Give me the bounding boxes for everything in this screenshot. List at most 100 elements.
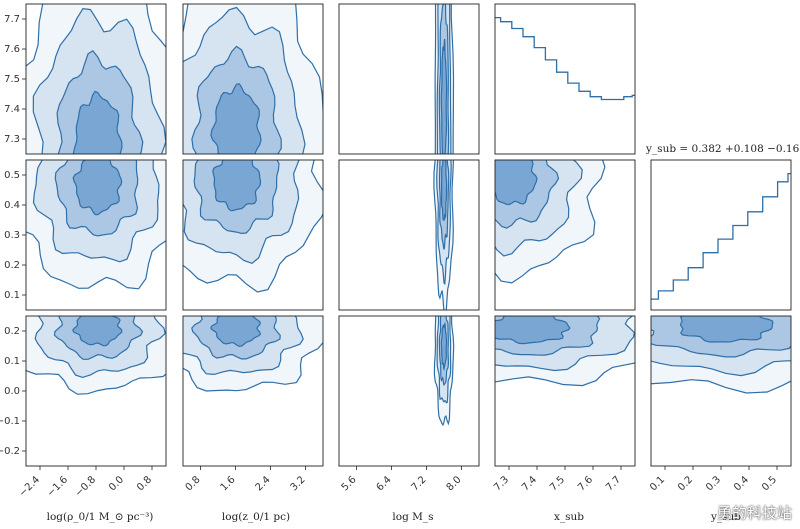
xtick-label: 0.8 <box>135 474 154 493</box>
xtick-label: 3.2 <box>289 474 308 493</box>
xtick-label: 0.8 <box>184 474 203 493</box>
contours-r0-c1 <box>183 4 323 154</box>
ytick-label: 0.1 <box>4 356 20 367</box>
panel-r0-c1 <box>182 3 324 155</box>
xtick-label: −0.8 <box>73 474 98 499</box>
ytick-label: 0.0 <box>4 386 20 397</box>
xlabel-rho: log(ρ_0/1 M_⊙ pc⁻³) <box>47 511 154 523</box>
ytick-label: 7.5 <box>4 74 20 85</box>
ytick-label: 7.3 <box>4 134 20 145</box>
ytick-label: 0.2 <box>4 260 20 271</box>
ytick-label: 7.7 <box>4 14 20 25</box>
xlabel-ms: log M_s <box>392 511 433 523</box>
contour-level-1 <box>34 316 166 379</box>
title-ysub: y_sub = 0.382 +0.108 −0.161 <box>645 143 800 155</box>
panel-frame <box>494 159 636 311</box>
axis-label-layer: log(ρ_0/1 M_⊙ pc⁻³) log(z_0/1 pc) log M_… <box>47 143 800 523</box>
contours-r2-c4 <box>651 316 791 394</box>
xtick-label: 7.7 <box>604 474 623 493</box>
xlabel-xsub: x_sub <box>554 511 584 523</box>
contour-level-0 <box>26 160 166 290</box>
panel-frame <box>650 159 792 311</box>
ytick-label: −0.1 <box>0 416 20 427</box>
panel-r1-c2 <box>338 159 480 311</box>
contour-level-0 <box>26 4 166 154</box>
contour-level-3 <box>441 160 448 222</box>
contours-r2-c1 <box>183 316 323 392</box>
panel-frame <box>338 159 480 311</box>
xtick-label: 0.1 <box>648 474 667 493</box>
panel-r1-c3 <box>494 159 636 311</box>
contours-r1-c0 <box>26 160 166 290</box>
contours-r0-c2 <box>434 4 455 154</box>
xtick-label: 0.4 <box>732 474 751 493</box>
xtick-label: 7.3 <box>492 474 511 493</box>
contour-level-3 <box>495 316 571 345</box>
ytick-label: 0.3 <box>4 230 20 241</box>
xtick-label: 0.3 <box>704 474 723 493</box>
panel-frame <box>182 3 324 155</box>
contours-r1-c2 <box>433 160 455 310</box>
xtick-label: 1.6 <box>219 474 238 493</box>
ytick-label: −0.2 <box>0 446 20 457</box>
xtick-label: 2.4 <box>254 474 273 493</box>
ytick-label: 0.2 <box>4 326 20 337</box>
ytick-label: 7.6 <box>4 44 20 55</box>
panel-r2-c4 <box>650 315 792 467</box>
panel-r1-c1 <box>182 159 324 311</box>
ytick-label: 0.4 <box>4 200 20 211</box>
contour-level-1 <box>183 6 306 154</box>
panel-frame <box>338 315 480 467</box>
panel-layer: 7.3 7.4 7.5 7.6 7.7 0.1 0.2 0.3 0.4 0.5 −0.2 −0.1 0.… <box>0 3 792 499</box>
panel-r1-c4 <box>650 159 792 311</box>
contours-r1-c1 <box>183 160 323 293</box>
xlabel-z0: log(z_0/1 pc) <box>222 511 290 523</box>
xtick-label: −1.6 <box>45 474 70 499</box>
panel-r2-c2 <box>338 315 480 467</box>
watermark: 勇的科技站 <box>716 504 792 522</box>
panel-frame <box>494 3 636 155</box>
xtick-label: 8.0 <box>445 474 464 493</box>
panel-r0-c2 <box>338 3 480 155</box>
contour-level-1 <box>183 160 300 264</box>
marginal-xsub-line <box>495 16 635 101</box>
contour-level-3 <box>210 83 262 154</box>
contour-level-3 <box>440 38 448 154</box>
contour-level-3 <box>495 160 538 206</box>
contours-r1-c3 <box>495 160 606 284</box>
contour-level-3 <box>72 90 123 154</box>
xtick-label: 5.6 <box>340 474 359 493</box>
xtick-label: 0.0 <box>107 474 126 493</box>
panel-r0-c0 <box>25 3 167 155</box>
panel-frame <box>338 3 480 155</box>
ytick-label: 0.1 <box>4 290 20 301</box>
contour-level-3 <box>212 160 262 212</box>
panel-frame <box>182 315 324 467</box>
xlabel-ysub: y_sub <box>710 511 741 523</box>
panel-r2-c1 <box>182 315 324 467</box>
marginal-ysub-line <box>651 172 791 300</box>
xtick-label: 7.2 <box>410 474 429 493</box>
contour-level-1 <box>32 8 166 154</box>
xtick-label: 6.4 <box>375 474 394 493</box>
xtick-label: 7.5 <box>548 474 567 493</box>
contour-level-3 <box>679 316 774 343</box>
xtick-label: 0.5 <box>760 474 779 493</box>
xtick-label: 7.6 <box>576 474 595 493</box>
contours-r2-c0 <box>26 316 166 395</box>
contour-level-3 <box>210 316 262 348</box>
contour-level-3 <box>440 321 448 372</box>
panel-r2-c3 <box>494 315 636 467</box>
contours-r2-c3 <box>495 316 635 387</box>
xtick-label: −2.4 <box>17 474 42 499</box>
ytick-label: 0.5 <box>4 170 20 181</box>
ytick-label: 7.4 <box>4 104 20 115</box>
contours-r0-c0 <box>26 4 166 154</box>
panel-r0-c3 <box>494 3 636 155</box>
contours-r2-c2 <box>433 316 455 427</box>
contour-level-3 <box>72 316 123 347</box>
panel-frame <box>182 159 324 311</box>
xtick-label: 0.2 <box>676 474 695 493</box>
panel-r2-c0 <box>25 315 167 467</box>
